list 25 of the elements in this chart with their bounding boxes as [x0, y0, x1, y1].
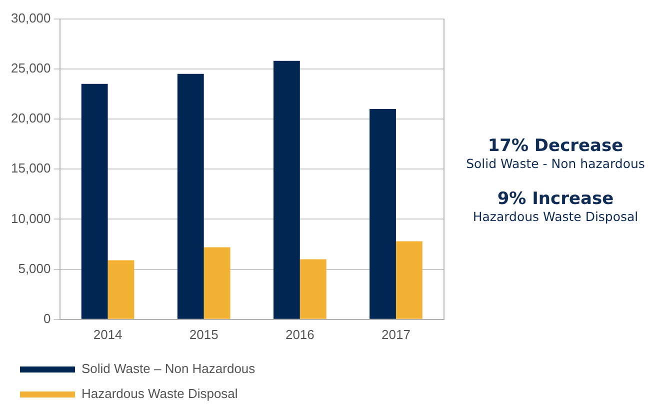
y-tick-label: 25,000	[10, 60, 51, 76]
legend-label: Solid Waste – Non Hazardous	[82, 361, 256, 376]
bar	[300, 259, 326, 319]
y-tick-label: 10,000	[10, 210, 51, 226]
bar	[108, 260, 134, 319]
y-tick-label: 5,000	[18, 260, 51, 276]
bar	[370, 108, 396, 319]
x-tick-label: 2016	[285, 326, 314, 342]
text: Hazardous Waste Disposal	[472, 209, 640, 224]
bar	[81, 84, 108, 319]
x-tick-label: 2014	[93, 326, 122, 342]
bar	[177, 74, 204, 319]
x-tick-label: 2015	[189, 326, 218, 342]
y-tick-label: 20,000	[10, 110, 51, 126]
bar	[273, 60, 300, 319]
legend-label: Hazardous Waste Disposal	[82, 386, 238, 402]
text: 9% Increase	[496, 189, 615, 209]
y-tick-label: 30,000	[10, 10, 51, 26]
bar	[204, 247, 230, 319]
x-tick-label: 2017	[382, 326, 410, 342]
y-tick-label: 0	[44, 310, 51, 326]
bar	[396, 241, 422, 319]
y-tick-label: 15,000	[10, 160, 51, 176]
text: Solid Waste - Non hazardous	[465, 156, 646, 171]
text: 17% Decrease	[486, 136, 624, 156]
